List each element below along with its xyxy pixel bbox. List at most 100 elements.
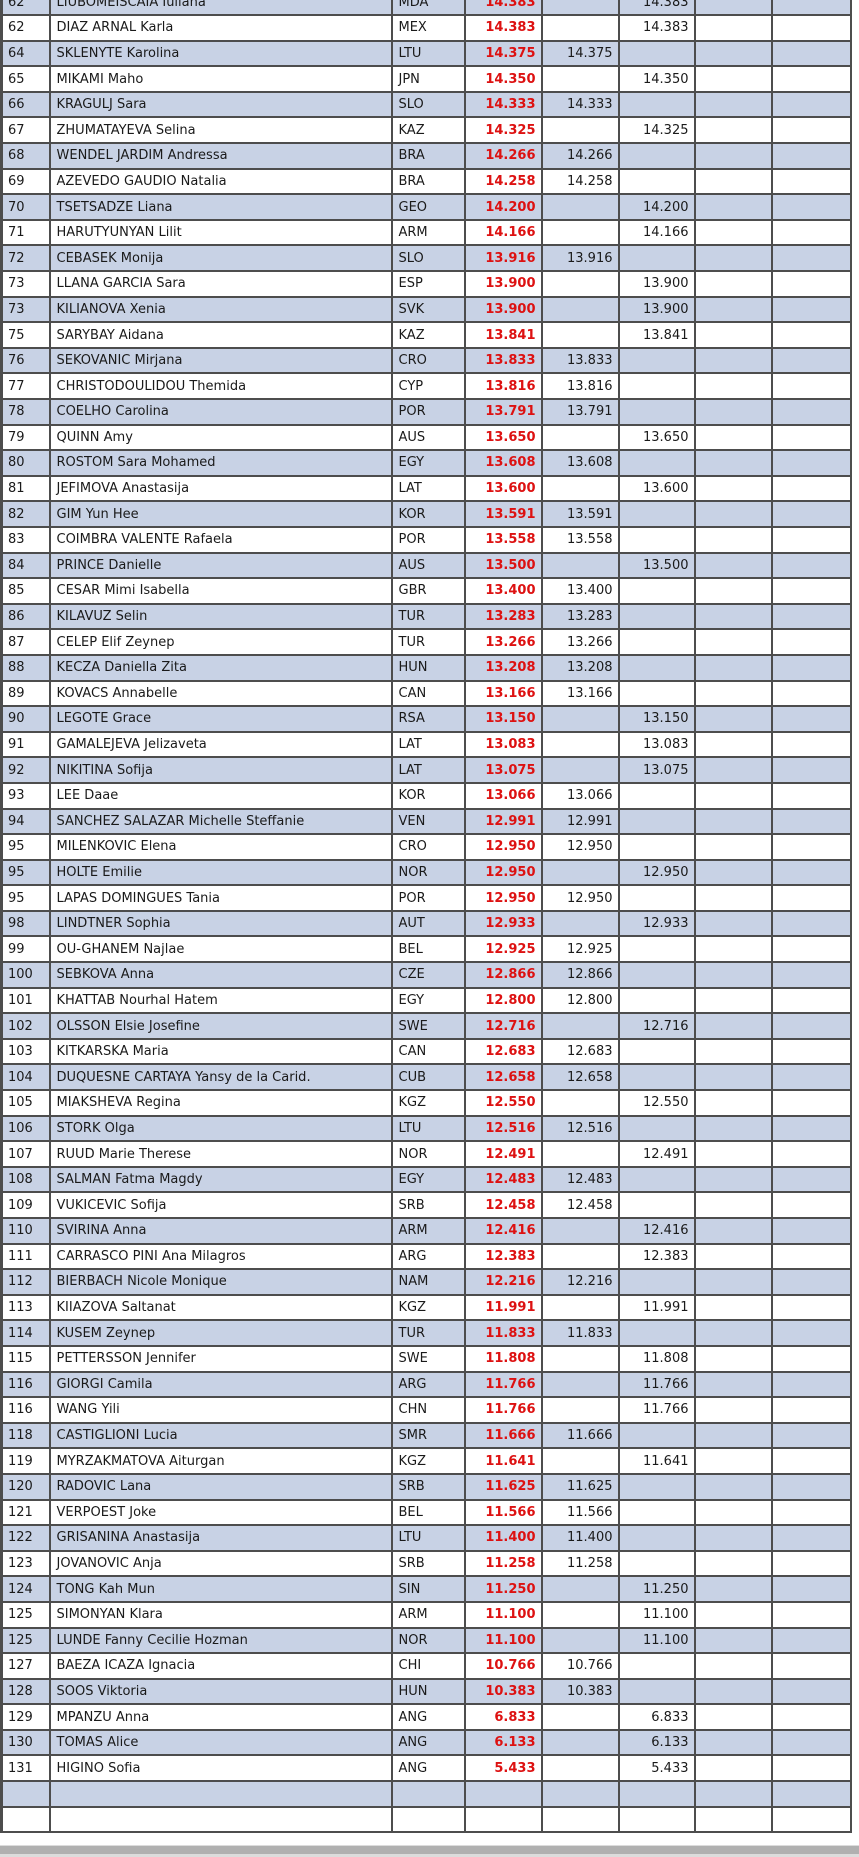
name-cell: SEKOVANIC Mirjana (48, 346, 393, 375)
score-a-cell: 12.800 (540, 986, 620, 1015)
score-a-cell (540, 1344, 620, 1373)
country-cell: MDA (390, 0, 466, 17)
table-row: 82 GIM Yun Hee KOR 13.591 13.591 (0, 500, 852, 528)
country-cell: SLO (390, 244, 466, 273)
empty-cell-1 (693, 0, 773, 17)
empty-cell-1 (693, 14, 773, 42)
score-b-cell (617, 628, 696, 656)
empty-cell-1 (693, 193, 773, 221)
total-score-cell: 13.900 (463, 270, 543, 298)
empty-cell-1 (693, 449, 773, 477)
total-score-cell: 13.075 (463, 756, 543, 784)
total-score-cell: 13.650 (463, 423, 543, 452)
name-cell: WENDEL JARDIM Andressa (48, 142, 393, 170)
horizontal-scrollbar-thumb[interactable] (0, 1846, 859, 1854)
total-score-cell: 12.458 (463, 1191, 543, 1219)
rank-cell: 127 (0, 1652, 51, 1680)
total-score-cell: 13.166 (463, 679, 543, 708)
empty-cell-1 (693, 1805, 773, 1834)
rank-cell: 131 (0, 1754, 51, 1783)
empty-cell-2 (770, 1063, 852, 1092)
empty-cell-1 (693, 1421, 773, 1450)
rank-cell: 73 (0, 295, 51, 324)
table-row: 111 CARRASCO PINI Ana Milagros ARG 12.38… (0, 1242, 852, 1271)
name-cell: HARUTYUNYAN Lilit (48, 218, 393, 247)
total-score-cell: 11.833 (463, 1319, 543, 1347)
name-cell: QUINN Amy (48, 423, 393, 452)
table-row: 113 KIIAZOVA Saltanat KGZ 11.991 11.991 (0, 1293, 852, 1322)
rank-cell: 113 (0, 1293, 51, 1322)
horizontal-scrollbar[interactable] (0, 1845, 859, 1857)
total-score-cell: 13.600 (463, 474, 543, 503)
score-a-cell: 13.283 (540, 602, 620, 631)
total-score-cell: 6.133 (463, 1728, 543, 1757)
score-b-cell (617, 39, 696, 68)
empty-cell-2 (770, 116, 852, 145)
total-score-cell: 13.400 (463, 577, 543, 605)
score-a-cell: 13.916 (540, 244, 620, 273)
score-b-cell: 11.991 (617, 1293, 696, 1322)
empty-cell-1 (693, 858, 773, 887)
total-score-cell: 11.666 (463, 1421, 543, 1450)
name-cell: BAEZA ICAZA Ignacia (48, 1652, 393, 1680)
empty-cell-2 (770, 1600, 852, 1629)
name-cell: SKLENYTE Karolina (48, 39, 393, 68)
score-a-cell (540, 1447, 620, 1475)
score-b-cell (617, 500, 696, 528)
score-b-cell: 11.808 (617, 1344, 696, 1373)
score-b-cell (617, 807, 696, 836)
country-cell: BEL (390, 935, 466, 964)
score-b-cell: 5.433 (617, 1754, 696, 1783)
name-cell: RADOVIC Lana (48, 1472, 393, 1501)
empty-cell-2 (770, 961, 852, 989)
empty-cell-2 (770, 1421, 852, 1450)
rank-cell: 64 (0, 39, 51, 68)
empty-cell-1 (693, 935, 773, 964)
rank-cell: 112 (0, 1268, 51, 1296)
empty-cell-2 (770, 474, 852, 503)
rank-cell: 72 (0, 244, 51, 273)
name-cell: GIM Yun Hee (48, 500, 393, 528)
name-cell: PRINCE Danielle (48, 551, 393, 580)
name-cell: OU-GHANEM Najlae (48, 935, 393, 964)
empty-cell-2 (770, 1114, 852, 1143)
total-score-cell (463, 1780, 543, 1808)
name-cell: OLSSON Elsie Josefine (48, 1012, 393, 1040)
rank-cell: 130 (0, 1728, 51, 1757)
total-score-cell: 13.591 (463, 500, 543, 528)
rank-cell: 94 (0, 807, 51, 836)
table-row: 90 LEGOTE Grace RSA 13.150 13.150 (0, 705, 852, 733)
empty-cell-1 (693, 1524, 773, 1552)
country-cell: HUN (390, 653, 466, 682)
empty-cell-1 (693, 116, 773, 145)
rank-cell: 107 (0, 1140, 51, 1168)
empty-cell-1 (693, 628, 773, 656)
rank-cell: 91 (0, 730, 51, 759)
empty-cell-1 (693, 1165, 773, 1194)
table-row: 85 CESAR Mimi Isabella GBR 13.400 13.400 (0, 577, 852, 605)
total-score-cell: 11.100 (463, 1626, 543, 1655)
score-a-cell (540, 474, 620, 503)
rank-cell: 120 (0, 1472, 51, 1501)
score-b-cell: 14.325 (617, 116, 696, 145)
empty-cell-2 (770, 1498, 852, 1527)
score-b-cell (617, 1191, 696, 1219)
total-score-cell: 13.916 (463, 244, 543, 273)
table-row: 120 RADOVIC Lana SRB 11.625 11.625 (0, 1472, 852, 1501)
empty-cell-1 (693, 909, 773, 938)
score-b-cell (617, 398, 696, 426)
score-b-cell (617, 961, 696, 989)
name-cell: MILENKOVIC Elena (48, 833, 393, 861)
rank-cell: 75 (0, 321, 51, 349)
table-row: 95 MILENKOVIC Elena CRO 12.950 12.950 (0, 833, 852, 861)
rank-cell: 71 (0, 218, 51, 247)
score-a-cell: 13.266 (540, 628, 620, 656)
country-cell: KGZ (390, 1447, 466, 1475)
total-score-cell: 12.950 (463, 833, 543, 861)
rank-cell: 125 (0, 1626, 51, 1655)
rank-cell: 104 (0, 1063, 51, 1092)
table-row: 73 LLANA GARCIA Sara ESP 13.900 13.900 (0, 270, 852, 298)
total-score-cell: 11.100 (463, 1600, 543, 1629)
total-score-cell: 12.516 (463, 1114, 543, 1143)
rank-cell: 85 (0, 577, 51, 605)
